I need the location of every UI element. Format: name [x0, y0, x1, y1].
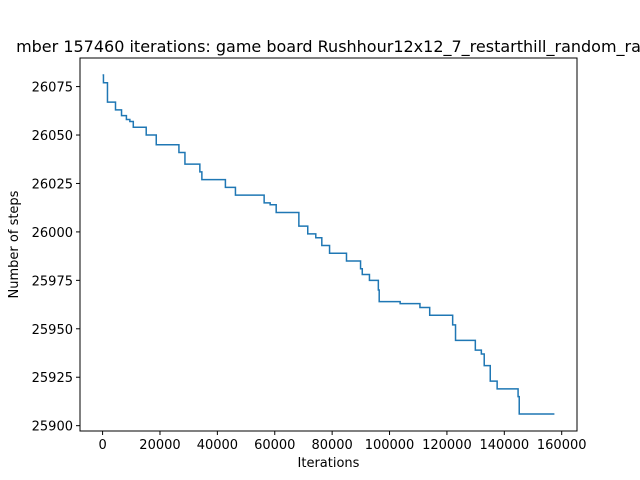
y-tick-label: 25975	[32, 274, 73, 289]
x-axis-label: Iterations	[298, 456, 360, 471]
chart-title: mber 157460 iterations: game board Rushh…	[16, 37, 640, 57]
x-tick-label: 20000	[139, 438, 180, 453]
y-tick-label: 26050	[32, 129, 73, 144]
x-tick-label: 120000	[422, 438, 472, 453]
line-series	[102, 74, 555, 415]
y-tick-label: 25925	[32, 371, 73, 386]
y-tick-label: 26000	[32, 226, 73, 241]
x-tick-label: 100000	[365, 438, 415, 453]
y-tick-label: 25950	[32, 323, 73, 338]
y-tick-label: 25900	[32, 420, 73, 435]
y-tick-label: 26075	[32, 81, 73, 96]
y-tick-label: 26025	[32, 177, 73, 192]
x-tick-label: 80000	[311, 438, 352, 453]
x-tick-label: 160000	[537, 438, 587, 453]
y-axis-label: Number of steps	[7, 190, 22, 298]
x-tick-label: 60000	[254, 438, 295, 453]
x-tick-label: 140000	[479, 438, 529, 453]
x-tick-label: 0	[98, 438, 106, 453]
x-tick-label: 40000	[197, 438, 238, 453]
plot-frame	[79, 57, 578, 432]
